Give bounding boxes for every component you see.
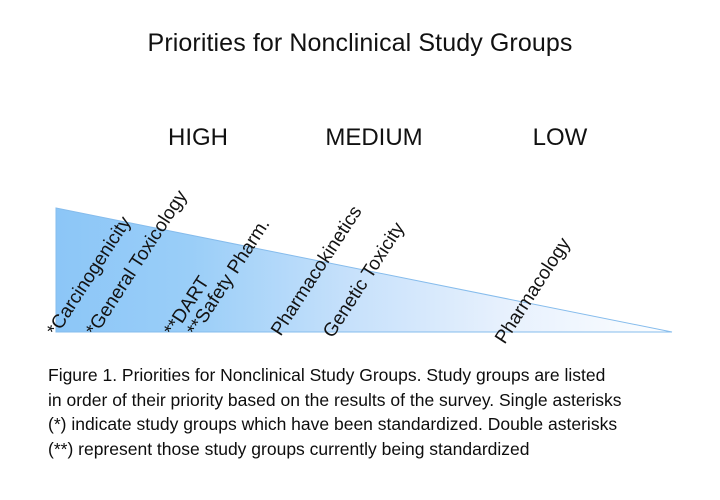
- priority-band-medium: MEDIUM: [325, 124, 423, 151]
- page-title: Priorities for Nonclinical Study Groups: [147, 29, 573, 57]
- priority-band-low: LOW: [532, 124, 588, 151]
- study-group-label-pharmacology: Pharmacology: [491, 234, 575, 348]
- priority-band-high: HIGH: [168, 124, 228, 151]
- caption-line-4: (**) represent those study groups curren…: [48, 438, 530, 459]
- caption-line-3: (*) indicate study groups which have bee…: [48, 414, 618, 434]
- study-group-labels: *Carcinogenicity *General Toxicology **D…: [43, 187, 575, 348]
- caption-line-1: Figure 1. Priorities for Nonclinical Stu…: [48, 365, 606, 385]
- figure-caption: Figure 1. Priorities for Nonclinical Stu…: [48, 363, 684, 461]
- caption-line-2: in order of their priority based on the …: [48, 389, 622, 410]
